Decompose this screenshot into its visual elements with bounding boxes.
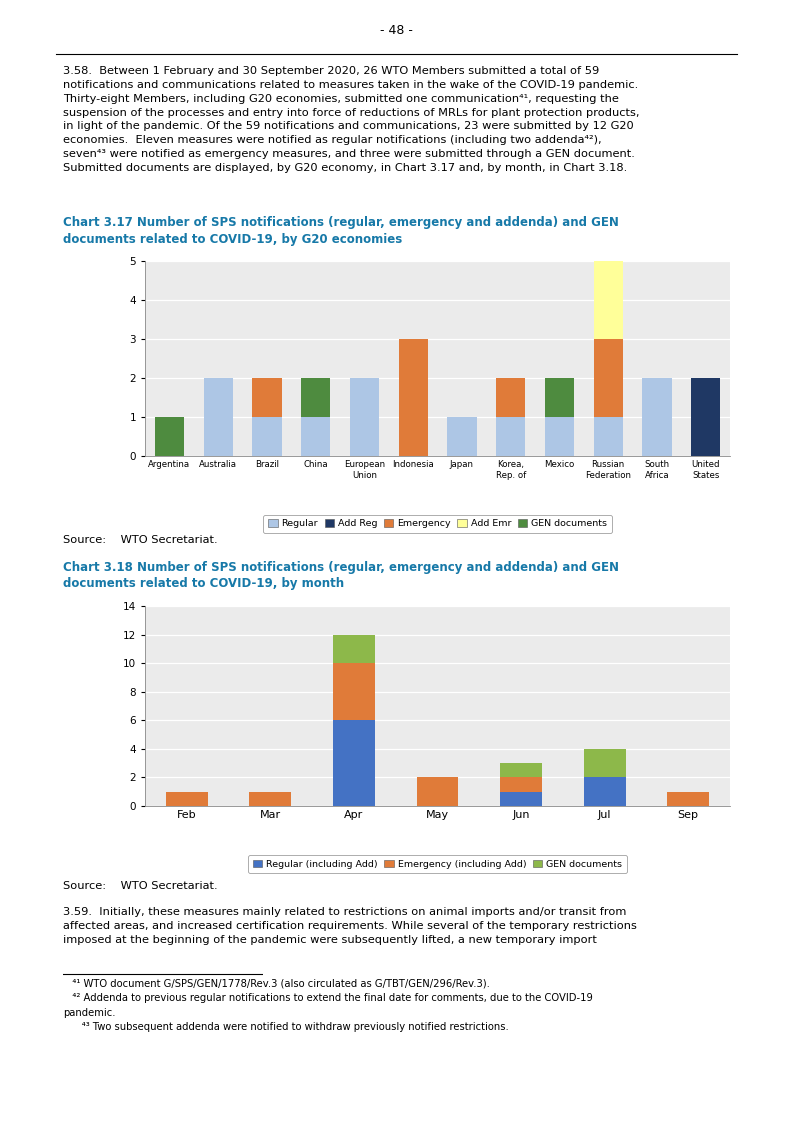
Bar: [204, 378, 233, 456]
Bar: [333, 720, 375, 806]
Bar: [500, 763, 542, 778]
Legend: Regular (including Add), Emergency (including Add), GEN documents: Regular (including Add), Emergency (incl…: [248, 855, 626, 873]
Bar: [545, 378, 574, 417]
Bar: [496, 378, 525, 417]
Bar: [350, 378, 379, 456]
Text: - 48 -: - 48 -: [380, 24, 413, 37]
Text: Chart 3.17 Number of SPS notifications (regular, emergency and addenda) and GEN
: Chart 3.17 Number of SPS notifications (…: [63, 217, 619, 246]
Bar: [250, 792, 291, 806]
Text: ⁴¹ WTO document G/SPS/GEN/1778/Rev.3 (also circulated as G/TBT/GEN/296/Rev.3).
 : ⁴¹ WTO document G/SPS/GEN/1778/Rev.3 (al…: [63, 978, 593, 1032]
Text: Source:    WTO Secretariat.: Source: WTO Secretariat.: [63, 881, 217, 891]
Bar: [593, 417, 623, 456]
Bar: [584, 778, 626, 806]
Bar: [166, 792, 208, 806]
Bar: [691, 378, 720, 456]
Bar: [584, 748, 626, 778]
Bar: [252, 417, 282, 456]
Bar: [668, 792, 709, 806]
Bar: [155, 417, 184, 456]
Bar: [252, 378, 282, 417]
Bar: [545, 417, 574, 456]
Legend: Regular, Add Reg, Emergency, Add Emr, GEN documents: Regular, Add Reg, Emergency, Add Emr, GE…: [263, 515, 611, 533]
Text: 3.58.  Between 1 February and 30 September 2020, 26 WTO Members submitted a tota: 3.58. Between 1 February and 30 Septembe…: [63, 66, 639, 173]
Bar: [301, 378, 330, 417]
Bar: [301, 417, 330, 456]
Bar: [500, 778, 542, 792]
Text: Chart 3.18 Number of SPS notifications (regular, emergency and addenda) and GEN
: Chart 3.18 Number of SPS notifications (…: [63, 561, 619, 590]
Bar: [642, 378, 672, 456]
Bar: [333, 663, 375, 720]
Bar: [399, 339, 427, 456]
Text: Source:    WTO Secretariat.: Source: WTO Secretariat.: [63, 535, 217, 545]
Text: 3.59.  Initially, these measures mainly related to restrictions on animal import: 3.59. Initially, these measures mainly r…: [63, 907, 637, 945]
Bar: [593, 261, 623, 339]
Bar: [593, 339, 623, 417]
Bar: [333, 635, 375, 663]
Bar: [447, 417, 477, 456]
Bar: [416, 778, 458, 806]
Bar: [500, 792, 542, 806]
Bar: [496, 417, 525, 456]
